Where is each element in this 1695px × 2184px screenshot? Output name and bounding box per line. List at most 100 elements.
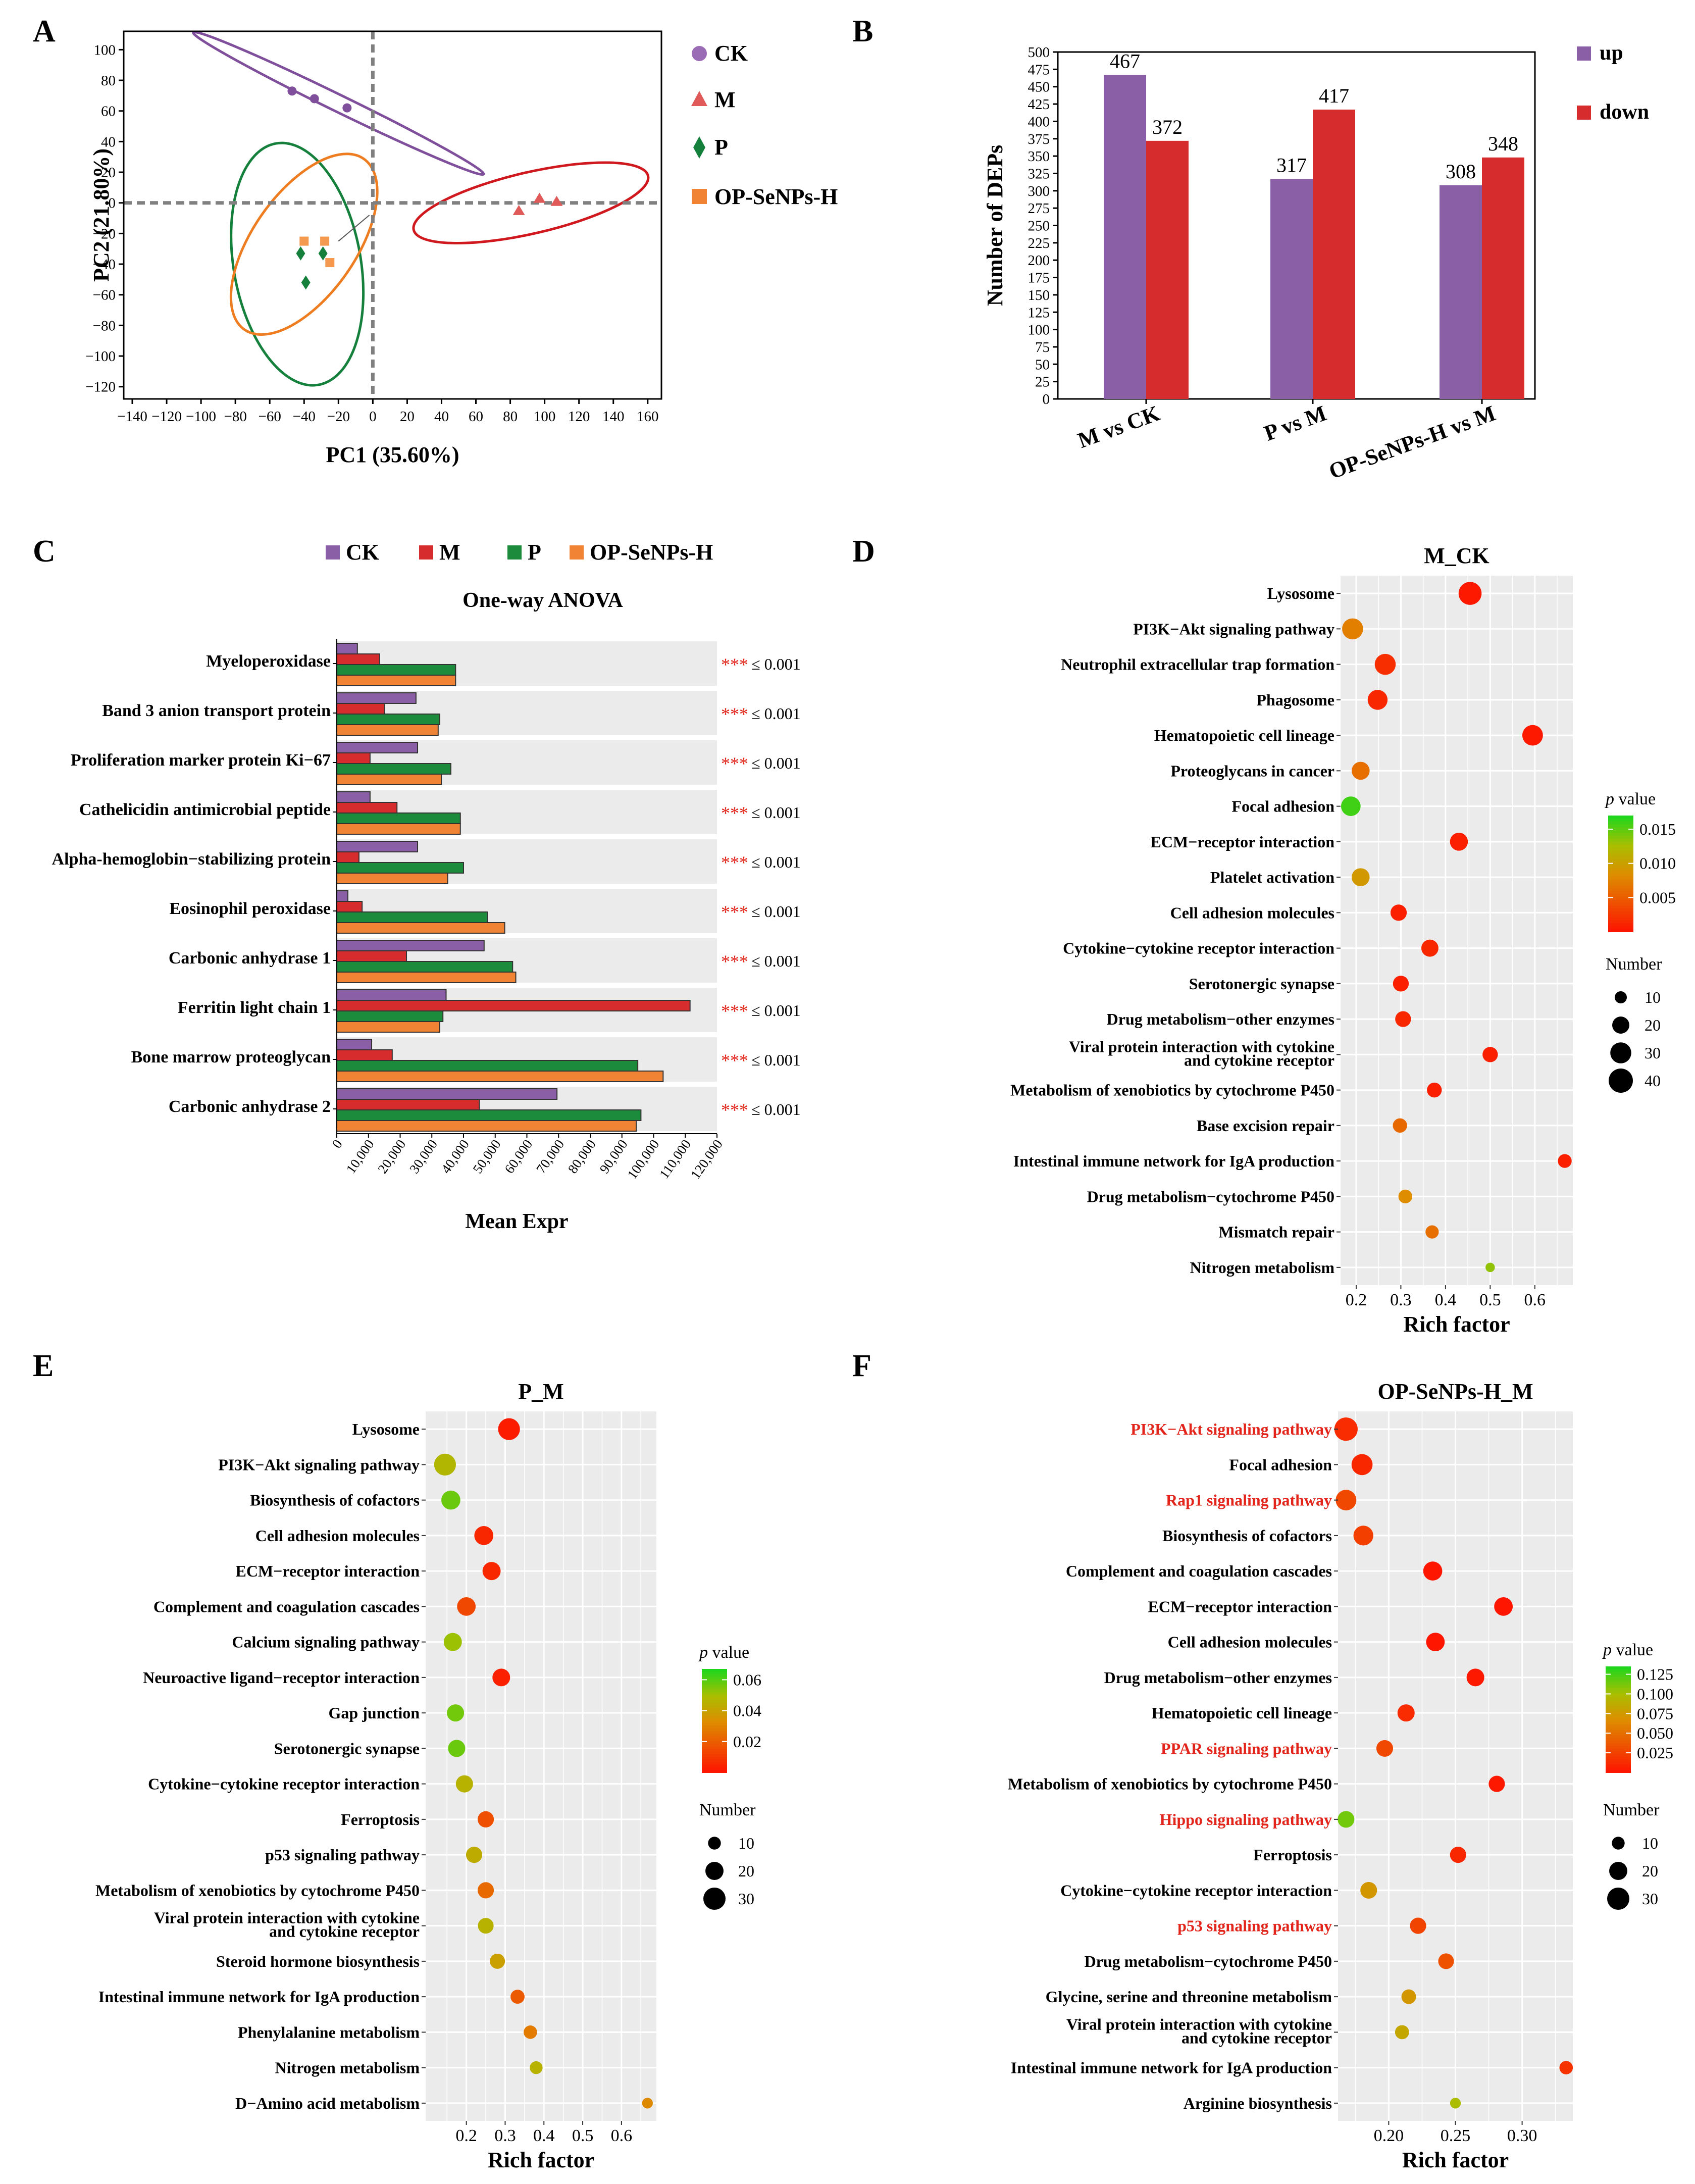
bubble-point: [434, 1453, 456, 1476]
y-tick-label: 175: [1028, 270, 1050, 286]
bar-p: [336, 1010, 444, 1022]
colorbar-segment: [702, 1690, 727, 1693]
colorbar-segment: [1608, 856, 1633, 860]
colorbar-segment: [1606, 1756, 1631, 1760]
y-tick-label: 425: [1028, 96, 1050, 113]
colorbar-segment: [1608, 821, 1633, 825]
colorbar-segment: [702, 1697, 727, 1701]
colorbar-tick-label: 0.025: [1637, 1744, 1673, 1762]
x-tick-label: 20,000: [375, 1137, 408, 1176]
point-p: [318, 246, 328, 261]
term-label: Drug metabolism−other enzymes: [1104, 1668, 1332, 1687]
colorbar-segment: [1606, 1769, 1631, 1773]
legend-label: CK: [714, 41, 748, 66]
bubble-point: [642, 2098, 653, 2109]
term-label: Cytokine−cytokine receptor interaction: [1063, 939, 1334, 957]
x-tick-label: 120,000: [688, 1137, 726, 1182]
x-tick-label: −100: [186, 409, 216, 425]
bar-down: [1313, 110, 1355, 399]
term-label-line-2: and cytokine receptor: [1182, 2028, 1332, 2047]
y-tick-label: 125: [1028, 304, 1050, 321]
colorbar-segment: [1606, 1690, 1631, 1694]
colorbar-segment: [1608, 871, 1633, 874]
term-label: Serotonergic synapse: [1189, 975, 1334, 993]
y-axis-label: Number of DEPs: [983, 145, 1007, 306]
colorbar-segment: [1606, 1682, 1631, 1686]
y-tick-label: −40: [93, 257, 116, 273]
colorbar-segment: [1608, 839, 1633, 842]
colorbar-segment: [702, 1739, 727, 1742]
colorbar-segment: [1606, 1674, 1631, 1678]
colorbar-segment: [1606, 1709, 1631, 1712]
colorbar-title: p value: [1602, 1641, 1653, 1659]
colorbar-segment: [702, 1713, 727, 1716]
bubble-point: [1482, 1047, 1498, 1062]
category-label: Eosinophil peroxidase: [169, 899, 331, 918]
colorbar-segment: [702, 1700, 727, 1703]
legend-label: M: [714, 87, 736, 112]
colorbar-title-italic: p: [1602, 1641, 1612, 1659]
size-legend-label: 30: [1645, 1044, 1661, 1062]
bubble-point: [1559, 2061, 1573, 2074]
bubble-point: [1390, 904, 1407, 921]
bubble-point: [466, 1847, 483, 1863]
term-label: Focal adhesion: [1229, 1455, 1332, 1474]
panel-label-b: B: [852, 14, 873, 48]
colorbar-segment: [702, 1731, 727, 1735]
x-tick-label: 160: [637, 409, 659, 425]
colorbar-segment: [702, 1707, 727, 1711]
colorbar-segment: [702, 1682, 727, 1685]
legend-label: M: [439, 540, 460, 565]
bar-value-label: 317: [1276, 154, 1307, 176]
significance-stars: ***: [721, 1050, 748, 1071]
term-label: Glycine, serine and threonine metabolism: [1046, 1988, 1332, 2006]
colorbar-segment: [1606, 1688, 1631, 1691]
colorbar-segment: [1606, 1706, 1631, 1709]
colorbar-tick-label: 0.050: [1637, 1724, 1673, 1742]
point-ck: [287, 86, 297, 96]
y-tick-label: 250: [1028, 218, 1050, 234]
x-axis-label: Rich factor: [1402, 2148, 1509, 2172]
y-tick-label: 0: [1043, 391, 1050, 408]
x-tick-label: 0.30: [1507, 2126, 1537, 2145]
size-legend-dot: [1609, 1862, 1627, 1880]
legend-swatch-down: [1577, 106, 1591, 120]
colorbar-tick-label: 0.010: [1639, 854, 1676, 873]
bubble-point: [455, 1775, 473, 1793]
x-tick-label: 10,000: [343, 1137, 377, 1176]
colorbar-segment: [702, 1684, 727, 1688]
legend-swatch-up: [1577, 46, 1591, 61]
term-label: Mismatch repair: [1218, 1223, 1334, 1241]
colorbar-segment: [1608, 853, 1633, 857]
term-label: Viral protein interaction with cytokine a…: [154, 1909, 420, 1941]
group-ellipse: [230, 141, 365, 387]
bar-p: [336, 1109, 642, 1121]
x-tick-label: 40,000: [438, 1137, 472, 1176]
bar-ck: [336, 643, 358, 654]
y-axis-label: PC2 (21.80%): [89, 148, 114, 282]
x-tick-label: 0.20: [1374, 2126, 1404, 2145]
bubble-point: [1352, 868, 1370, 886]
term-label: Hematopoietic cell lineage: [1152, 1704, 1332, 1722]
x-tick-label: −20: [327, 409, 350, 425]
colorbar-segment: [1606, 1711, 1631, 1715]
colorbar-segment: [1608, 847, 1633, 851]
bar-m: [336, 851, 359, 863]
term-label: Metabolism of xenobiotics by cytochrome …: [95, 1881, 420, 1899]
bubble-point: [1351, 1454, 1373, 1476]
colorbar-segment: [702, 1728, 727, 1732]
colorbar-segment: [1606, 1741, 1631, 1744]
colorbar-segment: [1608, 879, 1633, 883]
colorbar-segment: [1606, 1724, 1631, 1728]
bar-value-label: 467: [1110, 49, 1140, 72]
colorbar-segment: [702, 1702, 727, 1706]
x-tick-label: 120: [568, 409, 590, 425]
bubble-point: [1558, 1154, 1572, 1168]
bar-m: [336, 1049, 393, 1061]
term-label: Viral protein interaction with cytokine a…: [1069, 1037, 1334, 1069]
legend-marker-m: [691, 91, 707, 106]
term-label: Drug metabolism−other enzymes: [1107, 1010, 1334, 1028]
panel-label-a: A: [33, 14, 56, 48]
category-label: Proliferation marker protein Ki−67: [71, 751, 331, 770]
size-legend-dot: [1609, 1069, 1633, 1093]
